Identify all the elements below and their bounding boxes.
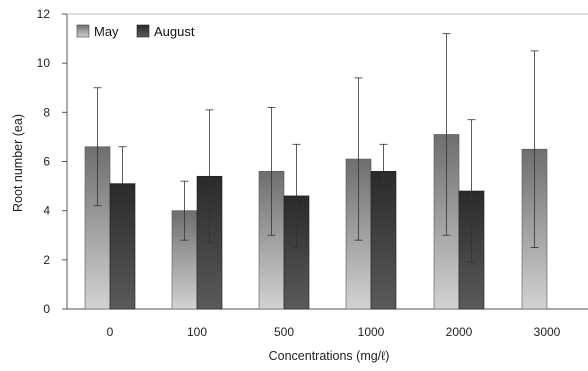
y-tick-label: 10 [37,56,51,70]
legend-swatch-august [136,24,150,38]
y-tick-label: 2 [43,253,50,267]
y-tick-label: 12 [37,7,51,21]
y-axis-title: Root number (ea) [11,114,25,212]
x-tick-label: 0 [107,325,114,339]
bar-may [258,171,285,310]
x-tick-label: 500 [274,325,294,339]
plot-area [66,13,588,310]
x-axis-title: Concentrations (mg/ℓ) [269,349,390,363]
error-bars-group [93,33,539,263]
bars-group [84,134,548,310]
y-tick-label: 0 [43,302,50,316]
legend-label-august: August [154,24,195,39]
legend-label-may: May [94,24,119,39]
legend: May August [76,24,195,39]
y-tick-label: 4 [43,204,50,218]
legend-swatch-may [76,24,90,38]
x-tick-label: 100 [187,325,207,339]
y-axis-ticks: 0 2 4 6 8 10 12 [37,7,67,316]
x-axis-ticks: 0 100 500 1000 2000 3000 [107,325,561,339]
x-tick-label: 2000 [446,325,473,339]
x-tick-label: 3000 [534,325,561,339]
y-tick-label: 8 [43,105,50,119]
y-tick-label: 6 [43,155,50,169]
x-tick-label: 1000 [358,325,385,339]
